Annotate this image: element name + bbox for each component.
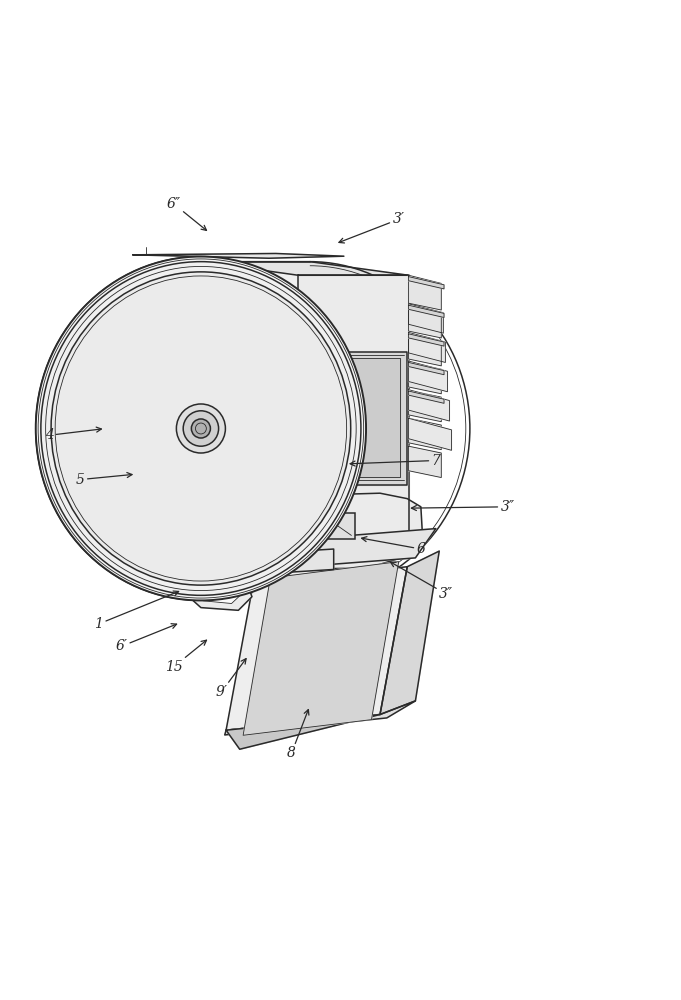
Ellipse shape <box>41 262 361 595</box>
Ellipse shape <box>183 411 219 446</box>
Text: 4: 4 <box>44 427 101 442</box>
Text: 6″: 6″ <box>167 197 206 230</box>
Ellipse shape <box>191 419 210 438</box>
Ellipse shape <box>51 272 351 585</box>
Polygon shape <box>409 390 449 421</box>
Text: 1: 1 <box>94 591 178 631</box>
Polygon shape <box>201 262 310 595</box>
Text: 3″: 3″ <box>411 500 514 514</box>
Polygon shape <box>409 390 441 422</box>
Polygon shape <box>192 563 242 604</box>
Ellipse shape <box>176 404 225 453</box>
Ellipse shape <box>41 262 361 595</box>
Polygon shape <box>409 277 444 289</box>
Polygon shape <box>409 446 441 478</box>
Polygon shape <box>310 352 407 485</box>
Polygon shape <box>226 715 380 749</box>
Polygon shape <box>225 558 242 592</box>
Polygon shape <box>409 391 444 403</box>
Polygon shape <box>409 418 441 450</box>
Polygon shape <box>245 549 334 575</box>
Polygon shape <box>409 361 447 392</box>
Polygon shape <box>409 305 444 317</box>
Polygon shape <box>201 262 409 275</box>
Ellipse shape <box>51 272 351 585</box>
Ellipse shape <box>35 257 366 600</box>
Text: 3″: 3″ <box>390 562 453 601</box>
Text: 7: 7 <box>350 454 441 468</box>
Polygon shape <box>409 334 444 346</box>
Polygon shape <box>225 701 415 735</box>
Polygon shape <box>238 529 436 572</box>
Bar <box>320 513 355 539</box>
Polygon shape <box>409 362 441 394</box>
Polygon shape <box>320 358 400 477</box>
Text: 6: 6 <box>362 537 426 556</box>
Polygon shape <box>409 275 441 304</box>
Polygon shape <box>226 567 407 730</box>
Polygon shape <box>409 332 445 362</box>
Text: 15: 15 <box>165 640 206 674</box>
Text: 3′: 3′ <box>339 212 405 243</box>
Polygon shape <box>409 362 444 375</box>
Text: 5: 5 <box>76 473 132 487</box>
Polygon shape <box>184 554 252 610</box>
Ellipse shape <box>191 418 211 439</box>
Polygon shape <box>225 542 266 572</box>
Polygon shape <box>133 253 344 258</box>
Polygon shape <box>409 307 441 338</box>
Polygon shape <box>409 418 452 450</box>
Polygon shape <box>243 562 399 735</box>
Polygon shape <box>409 304 443 333</box>
Polygon shape <box>217 493 422 569</box>
Text: 6′: 6′ <box>115 624 176 653</box>
Text: 8: 8 <box>287 710 309 760</box>
Text: 9′: 9′ <box>215 659 246 699</box>
Ellipse shape <box>183 410 219 447</box>
Polygon shape <box>409 279 441 310</box>
Polygon shape <box>298 275 409 558</box>
Polygon shape <box>409 335 441 366</box>
Ellipse shape <box>175 403 226 454</box>
Polygon shape <box>380 551 439 715</box>
